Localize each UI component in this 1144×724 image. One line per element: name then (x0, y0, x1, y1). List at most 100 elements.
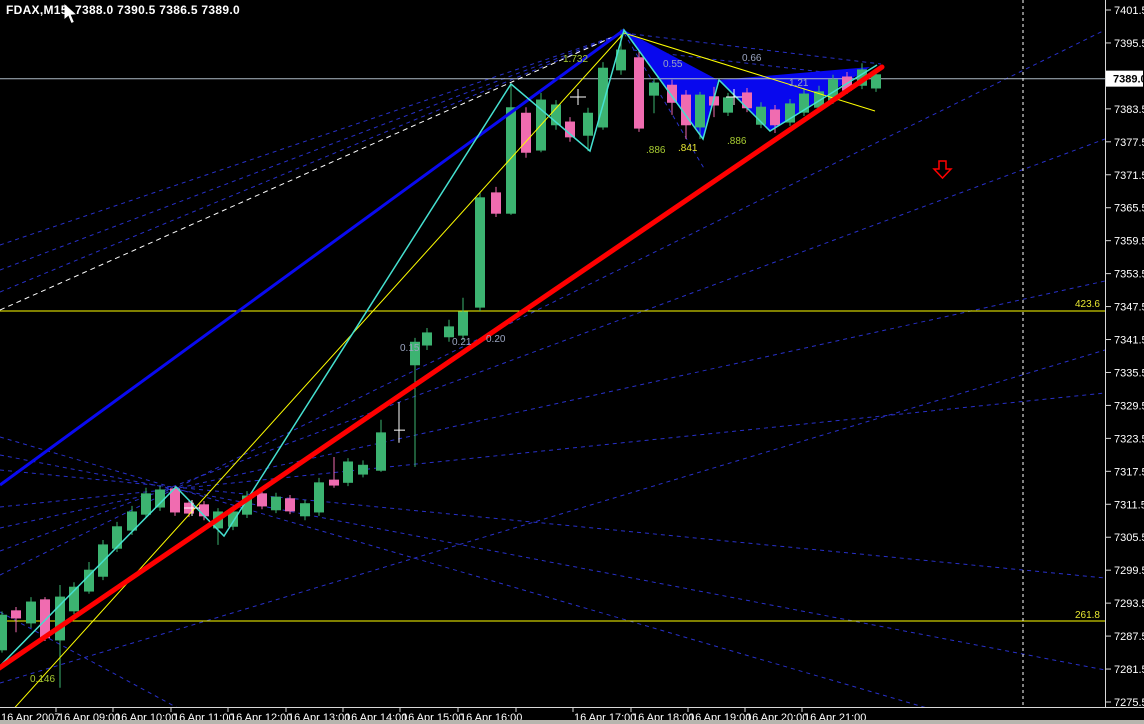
candle (785, 98, 795, 126)
fib-fan-ray-4 (0, 392, 1105, 508)
yellow-trendline-up (14, 32, 625, 707)
candle (271, 492, 281, 514)
candle (506, 85, 516, 215)
candle (300, 499, 310, 521)
svg-text:7311.5: 7311.5 (1114, 499, 1144, 511)
candle (536, 92, 546, 153)
candle (616, 29, 626, 75)
blue-triangle-1 (624, 30, 718, 139)
red-down-arrow-icon (932, 160, 953, 180)
candle (422, 327, 432, 350)
candle (598, 62, 608, 130)
candle (285, 494, 295, 515)
svg-text:.886: .886 (727, 136, 747, 147)
fib-fan-ray-7 (0, 29, 1105, 576)
candle (343, 458, 353, 487)
candle (0, 611, 7, 653)
svg-text:7359.5: 7359.5 (1114, 236, 1144, 248)
svg-text:7347.5: 7347.5 (1114, 302, 1144, 314)
candle (491, 186, 501, 218)
svg-text:0.15: 0.15 (400, 343, 420, 354)
zigzag-line (0, 28, 878, 667)
svg-text:0.55: 0.55 (663, 59, 683, 70)
candle (228, 509, 238, 531)
svg-text:7299.5: 7299.5 (1114, 565, 1144, 577)
candle (394, 402, 405, 443)
svg-text:7341.5: 7341.5 (1114, 335, 1144, 347)
fib-ratio-labels: 1.732 0.55 0.66 1.21 .886 .841 .886 0.15 0.21 0.2… (30, 53, 1100, 685)
candle (141, 487, 151, 519)
svg-text:7329.5: 7329.5 (1114, 400, 1144, 412)
svg-text:7323.5: 7323.5 (1114, 433, 1144, 445)
candle (257, 490, 267, 510)
candle (329, 457, 339, 488)
candle (756, 102, 766, 129)
candle (127, 505, 137, 536)
red-support-trendline (0, 64, 885, 671)
candle (314, 477, 324, 516)
svg-text:7365.5: 7365.5 (1114, 203, 1144, 215)
svg-text:7383.5: 7383.5 (1114, 104, 1144, 116)
svg-text:7275.5: 7275.5 (1114, 697, 1144, 709)
svg-text:7293.5: 7293.5 (1114, 598, 1144, 610)
svg-text:7389.0: 7389.0 (1113, 74, 1144, 86)
candle (583, 107, 593, 152)
anchor-cross-markers (184, 89, 953, 516)
candle (98, 539, 108, 581)
candle (444, 319, 454, 342)
candle (11, 606, 21, 633)
white-dashed-trendline (0, 31, 625, 311)
plot-area[interactable]: 1.732 0.55 0.66 1.21 .886 .841 .886 0.15 0.21 0.2… (0, 0, 1105, 724)
fib-fan-ray-8 (0, 32, 625, 246)
svg-text:1.732: 1.732 (563, 54, 588, 65)
mouse-cursor-icon (63, 1, 79, 25)
svg-text:7305.5: 7305.5 (1114, 532, 1144, 544)
svg-text:7353.5: 7353.5 (1114, 269, 1144, 281)
svg-text:.886: .886 (646, 145, 666, 156)
svg-text:0.21: 0.21 (452, 337, 472, 348)
symbol-ohlc-readout: FDAX,M15 7388.0 7390.5 7386.5 7389.0 (6, 3, 240, 17)
fib-fan-ray-2 (0, 454, 1105, 671)
svg-text:1.21: 1.21 (789, 78, 809, 89)
svg-text:7395.5: 7395.5 (1114, 38, 1144, 50)
svg-text:7377.5: 7377.5 (1114, 137, 1144, 149)
horizontal-levels (0, 78, 1105, 622)
price-axis: 7401.5 7395.5 7383.5 7377.5 7371.5 7365.5 7359… (1105, 0, 1144, 709)
trendlines-layer (0, 28, 885, 707)
blue-trendline (0, 28, 625, 487)
candle (55, 585, 65, 688)
candle (634, 50, 644, 132)
svg-text:423.6: 423.6 (1075, 299, 1100, 310)
candle (695, 91, 705, 140)
candle (69, 582, 79, 615)
candle (649, 78, 659, 114)
candle (521, 107, 531, 158)
candle (475, 192, 485, 311)
current-price-badge (1106, 70, 1143, 87)
fib-fan-ray-11 (623, 32, 882, 65)
candle (376, 419, 386, 472)
svg-text:7335.5: 7335.5 (1114, 367, 1144, 379)
svg-text:7401.5: 7401.5 (1114, 5, 1144, 17)
window-bottom-edge (0, 720, 1144, 724)
candle (551, 100, 561, 130)
fib-fan-ray-10 (0, 32, 625, 293)
svg-text:7281.5: 7281.5 (1114, 664, 1144, 676)
candle (358, 460, 368, 478)
candle (799, 87, 809, 116)
svg-text:0.66: 0.66 (742, 53, 762, 64)
svg-text:7371.5: 7371.5 (1114, 170, 1144, 182)
svg-text:7287.5: 7287.5 (1114, 631, 1144, 643)
candle (458, 297, 468, 341)
candle (410, 337, 420, 467)
fib-fan-ray-15 (0, 349, 1105, 684)
svg-text:0.20: 0.20 (486, 334, 506, 345)
svg-text:7317.5: 7317.5 (1114, 466, 1144, 478)
candle (26, 597, 36, 628)
fib-fan-ray-14 (0, 611, 177, 707)
svg-text:261.8: 261.8 (1075, 610, 1100, 621)
svg-text:0.146: 0.146 (30, 674, 55, 685)
